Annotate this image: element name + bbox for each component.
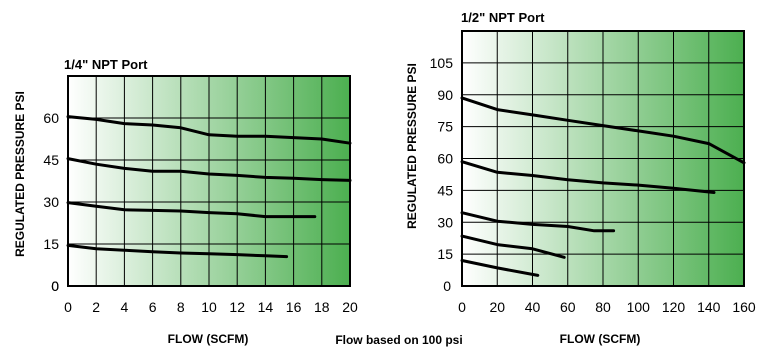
x-tick-label: 100 <box>627 299 651 315</box>
series-line-2 <box>460 160 716 194</box>
x-tick-labels: 0 2 4 6 8 10 12 14 16 18 20 <box>64 299 358 315</box>
x-tick-label: 140 <box>697 299 721 315</box>
x-tick-label: 18 <box>314 299 330 315</box>
series-line-3 <box>460 211 616 233</box>
series-line-4 <box>460 234 566 259</box>
x-tick-label: 12 <box>229 299 245 315</box>
chart-title: 1/4" NPT Port <box>64 57 148 72</box>
x-tick-label: 20 <box>342 299 358 315</box>
x-tick-label: 2 <box>92 299 100 315</box>
y-tick-label: 0 <box>51 278 59 294</box>
x-tick-label: 80 <box>595 299 611 315</box>
x-tick-label: 8 <box>177 299 185 315</box>
y-axis-label: REGULATED PRESSURE PSI <box>405 63 419 229</box>
y-tick-label: 15 <box>437 246 453 262</box>
y-tick-label: 60 <box>437 151 453 167</box>
x-tick-label: 120 <box>662 299 686 315</box>
y-tick-labels: 15 30 45 60 75 90 105 0 <box>430 55 454 294</box>
x-tick-label: 60 <box>560 299 576 315</box>
chart-right: 0 20 40 60 80 100 120 140 160 15 30 45 60 75 90 105 0 1… <box>405 10 756 346</box>
y-tick-label: 75 <box>437 119 453 135</box>
x-tick-label: 4 <box>121 299 129 315</box>
series-line-1 <box>460 96 746 165</box>
y-tick-label: 0 <box>443 278 451 294</box>
x-tick-label: 0 <box>458 299 466 315</box>
series-line-1 <box>66 115 352 145</box>
x-tick-label: 10 <box>201 299 217 315</box>
series-line-4 <box>66 243 289 259</box>
y-axis-label: REGULATED PRESSURE PSI <box>13 91 27 257</box>
chart-left: 0 2 4 6 8 10 12 14 16 18 20 00 15 30 45 60 1/4" NPT Po… <box>13 57 358 346</box>
x-tick-label: 160 <box>732 299 756 315</box>
flow-note: Flow based on 100 psi <box>335 333 462 347</box>
y-tick-label: 30 <box>43 194 59 210</box>
series-line-3 <box>66 201 317 219</box>
x-tick-label: 0 <box>64 299 72 315</box>
y-tick-label: 45 <box>43 152 59 168</box>
y-tick-label: 0 <box>51 278 59 294</box>
x-tick-labels: 0 20 40 60 80 100 120 140 160 <box>458 299 756 315</box>
plot-frame <box>461 30 745 287</box>
series-line-2 <box>66 157 352 182</box>
y-tick-label: 15 <box>43 236 59 252</box>
x-tick-label: 16 <box>286 299 302 315</box>
series-lines <box>66 115 352 259</box>
y-tick-label: 30 <box>437 214 453 230</box>
y-tick-label: 45 <box>437 182 453 198</box>
y-tick-label: 90 <box>437 87 453 103</box>
y-tick-label: 105 <box>430 55 454 71</box>
chart-title: 1/2" NPT Port <box>461 10 545 25</box>
series-lines <box>460 96 746 277</box>
x-axis-label: FLOW (SCFM) <box>168 332 249 346</box>
x-tick-label: 40 <box>525 299 541 315</box>
y-tick-label: 60 <box>43 110 59 126</box>
x-axis-label: FLOW (SCFM) <box>560 332 641 346</box>
x-tick-label: 14 <box>258 299 274 315</box>
series-line-5 <box>460 259 540 277</box>
x-tick-label: 20 <box>489 299 505 315</box>
x-tick-label: 6 <box>149 299 157 315</box>
